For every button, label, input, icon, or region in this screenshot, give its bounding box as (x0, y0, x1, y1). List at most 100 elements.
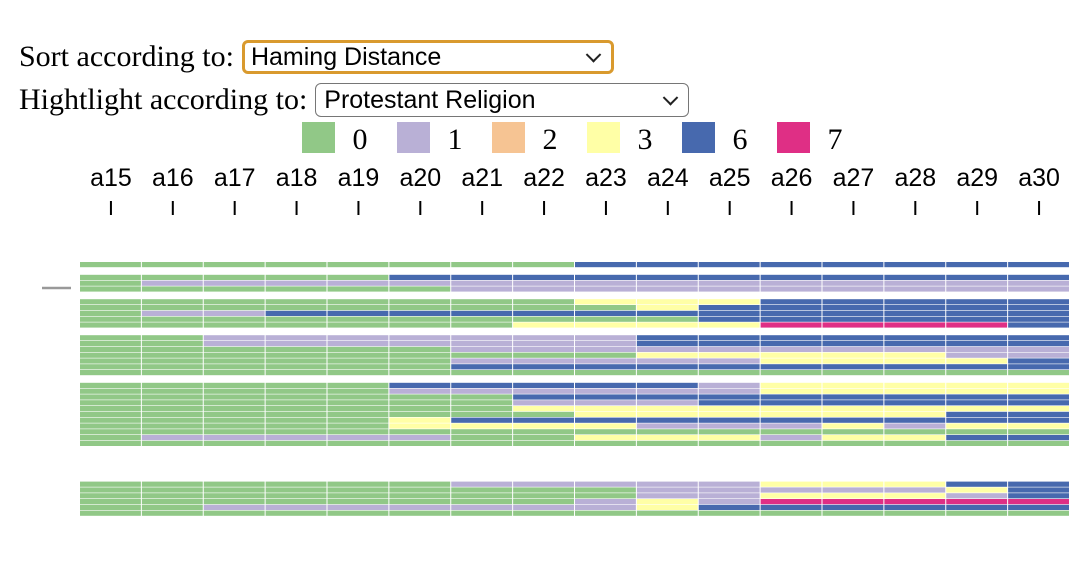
cell (946, 370, 1008, 376)
cell (451, 487, 513, 493)
cell (451, 280, 513, 286)
cell (513, 429, 574, 435)
cell (636, 382, 698, 388)
cell (575, 394, 636, 400)
cell (946, 394, 1008, 400)
cell (203, 435, 265, 441)
cell (141, 487, 203, 493)
cell (636, 417, 698, 423)
cell (760, 341, 822, 347)
cell (636, 394, 698, 400)
cell (698, 510, 760, 516)
cell (884, 440, 946, 446)
cell (389, 440, 451, 446)
legend-swatch-7 (777, 122, 810, 153)
cell (575, 400, 636, 406)
cell (822, 429, 884, 435)
cell (203, 341, 265, 347)
legend-swatch-6 (682, 122, 715, 153)
cell (636, 322, 698, 328)
cell (203, 286, 265, 292)
cell (389, 417, 451, 423)
cell (265, 316, 327, 322)
cell (636, 388, 698, 394)
cell (698, 400, 760, 406)
cell (80, 429, 141, 435)
cell (451, 335, 513, 341)
cell (265, 341, 327, 347)
cell (822, 322, 884, 328)
cell (822, 510, 884, 516)
cell (760, 510, 822, 516)
highlight-select[interactable]: Protestant Religion (315, 83, 690, 117)
cell (327, 504, 389, 510)
cell (575, 493, 636, 499)
sort-select[interactable]: Haming Distance (241, 40, 614, 74)
cell (1008, 310, 1069, 316)
cell (636, 429, 698, 435)
cell (451, 352, 513, 358)
cell (203, 481, 265, 487)
cell (389, 305, 451, 311)
cell (946, 274, 1008, 280)
cell (1008, 487, 1069, 493)
cell (80, 341, 141, 347)
cell (327, 487, 389, 493)
cell (884, 310, 946, 316)
cell (203, 382, 265, 388)
cell (575, 411, 636, 417)
cell (698, 481, 760, 487)
cell (513, 352, 574, 358)
cell (946, 316, 1008, 322)
cell (389, 499, 451, 505)
cell (141, 322, 203, 328)
cell (946, 335, 1008, 341)
cell (265, 400, 327, 406)
column-label-a21: a21 (461, 164, 503, 192)
cell (884, 299, 946, 305)
cell (575, 346, 636, 352)
cell (265, 435, 327, 441)
cell (636, 352, 698, 358)
cell (389, 364, 451, 370)
column-label-a16: a16 (152, 164, 194, 192)
cell (451, 400, 513, 406)
cell (884, 262, 946, 268)
cell (575, 286, 636, 292)
column-label-a22: a22 (523, 164, 565, 192)
cell (203, 358, 265, 364)
cell (265, 310, 327, 316)
cell (760, 493, 822, 499)
cell (513, 346, 574, 352)
cell (884, 280, 946, 286)
cell (80, 499, 141, 505)
cell (141, 280, 203, 286)
cell (141, 423, 203, 429)
cell (760, 435, 822, 441)
cell (946, 358, 1008, 364)
cell (1008, 394, 1069, 400)
cell (389, 487, 451, 493)
cell (203, 429, 265, 435)
cell (389, 352, 451, 358)
column-label-a20: a20 (399, 164, 441, 192)
cell (760, 322, 822, 328)
cell (451, 316, 513, 322)
cell (265, 335, 327, 341)
cell (265, 487, 327, 493)
cell (451, 493, 513, 499)
cell (327, 440, 389, 446)
highlight-control: Hightlight according to: Protestant Reli… (19, 83, 690, 117)
cell (760, 274, 822, 280)
cell (698, 394, 760, 400)
cell (822, 394, 884, 400)
legend-swatch-3 (587, 122, 620, 153)
cell (451, 435, 513, 441)
cell (698, 382, 760, 388)
cell (203, 440, 265, 446)
cell (513, 504, 574, 510)
cell (389, 299, 451, 305)
cell (327, 280, 389, 286)
cell (636, 406, 698, 412)
